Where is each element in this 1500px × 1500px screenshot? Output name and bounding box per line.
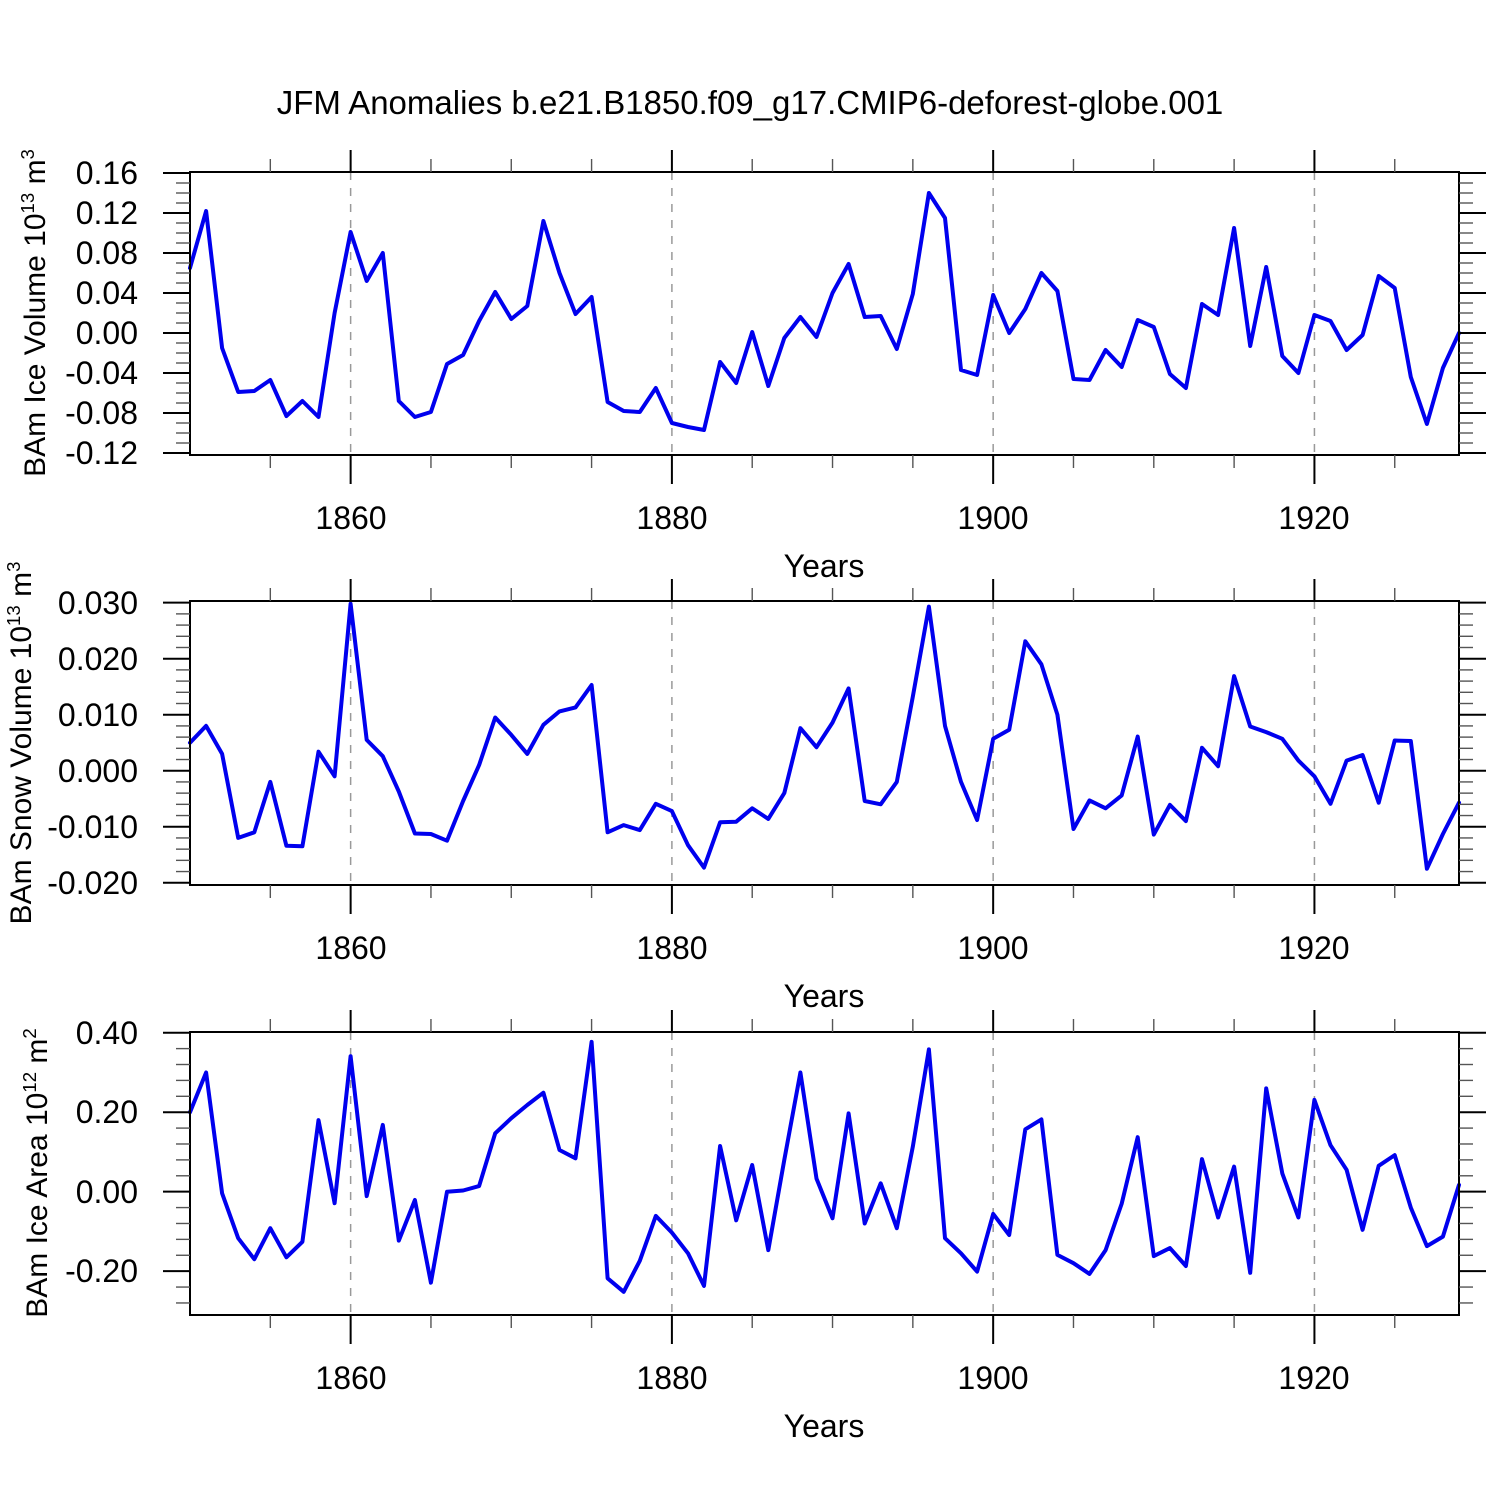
y-tick-label: 0.010 [57,697,138,733]
x-tick-label: 1900 [957,500,1029,536]
y-tick-label: 0.40 [75,1015,138,1051]
y-tick-label: 0.000 [57,753,138,789]
y-tick-label: 0.030 [57,585,138,621]
y-tick-label: -0.12 [65,435,138,471]
y-tick-label: -0.020 [47,865,138,901]
y-axis-title-text: BAm Ice Area 10 [21,1092,54,1318]
x-axis-title-plot2: Years [783,978,865,1014]
y-tick-label: -0.08 [65,395,138,431]
y-tick-label: 0.12 [75,195,138,231]
unit: m [19,159,52,193]
y-tick-label: 0.20 [75,1094,138,1130]
y-tick-label: 0.16 [75,155,138,191]
unit: m [5,571,38,606]
unit-exponent: 3 [3,561,24,572]
y-tick-label: 0.00 [75,315,138,351]
exponent: 13 [3,605,24,626]
x-tick-label: 1880 [636,930,708,966]
y-tick-label: -0.010 [47,809,138,845]
x-tick-label: 1920 [1278,930,1350,966]
x-tick-label: 1920 [1278,1360,1350,1396]
exponent: 13 [17,192,38,214]
y-tick-label: -0.20 [65,1253,138,1289]
x-axis-title-plot3: Years [783,1408,865,1444]
x-tick-label: 1860 [315,930,387,966]
y-tick-label: 0.020 [57,641,138,677]
x-tick-label: 1860 [315,1360,387,1396]
y-tick-label: 0.04 [75,275,138,311]
y-tick-label: 0.00 [75,1174,138,1210]
x-tick-label: 1920 [1278,500,1350,536]
x-axis-title-plot1: Years [783,548,865,584]
unit: m [21,1038,54,1072]
x-tick-label: 1880 [636,1360,708,1396]
x-tick-label: 1900 [957,1360,1029,1396]
x-tick-label: 1880 [636,500,708,536]
y-axis-title-ice-area: BAm Ice Area 1012 m2 [11,823,54,1500]
unit-exponent: 3 [17,149,38,160]
chart-title: JFM Anomalies b.e21.B1850.f09_g17.CMIP6-… [276,84,1224,121]
unit-exponent: 2 [19,1028,40,1039]
y-tick-label: 0.08 [75,235,138,271]
x-tick-label: 1900 [957,930,1029,966]
x-tick-label: 1860 [315,500,387,536]
y-tick-label: -0.04 [65,355,138,391]
exponent: 12 [19,1071,40,1093]
